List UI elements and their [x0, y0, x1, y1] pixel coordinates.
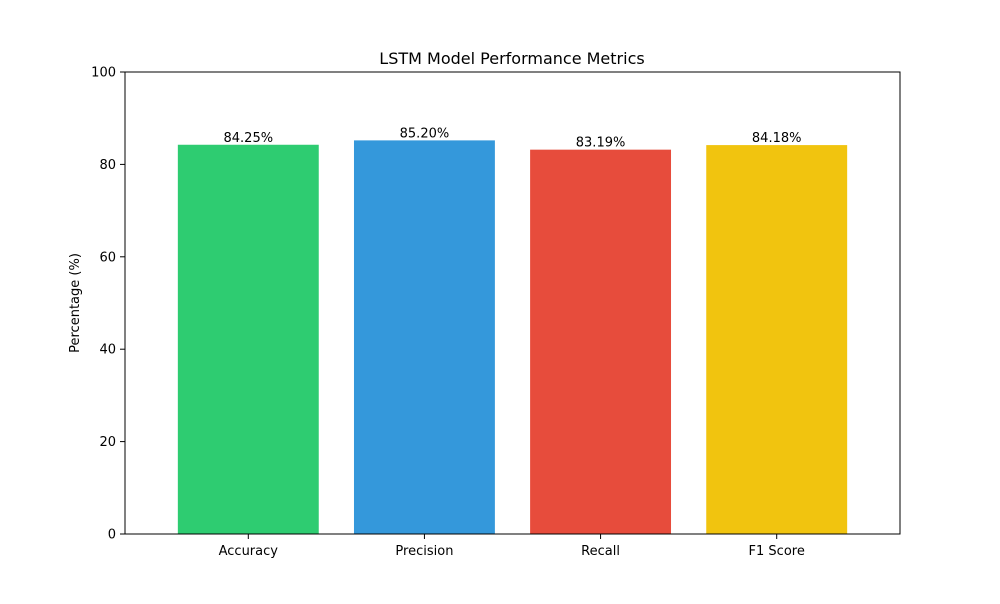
x-tick-label-recall: Recall	[581, 544, 620, 559]
data-label-accuracy: 84.25%	[224, 131, 274, 146]
data-labels-layer: 84.25% 85.20% 83.19% 84.18%	[224, 126, 802, 150]
plot-frame	[124, 71, 901, 535]
data-label-f1-score: 84.18%	[752, 131, 802, 146]
y-axis: 0 20 40 60 80 100	[91, 66, 125, 543]
x-tick-label-precision: Precision	[395, 544, 453, 559]
x-tick-label-accuracy: Accuracy	[219, 544, 279, 559]
bars-layer	[177, 140, 848, 534]
y-tick-label-20: 20	[99, 435, 116, 450]
data-label-recall: 83.19%	[576, 136, 626, 151]
y-axis-label: Percentage (%)	[68, 253, 83, 353]
data-label-precision: 85.20%	[400, 126, 450, 141]
y-tick-label-40: 40	[99, 343, 116, 358]
y-tick-label-80: 80	[99, 158, 116, 173]
bar-f1-score	[706, 145, 848, 534]
chart-title: LSTM Model Performance Metrics	[379, 49, 644, 68]
y-tick-label-100: 100	[91, 66, 116, 81]
y-tick-label-0: 0	[108, 528, 116, 543]
bar-precision	[353, 140, 495, 534]
x-tick-label-f1-score: F1 Score	[749, 544, 805, 559]
bar-recall	[530, 149, 672, 534]
y-tick-label-60: 60	[99, 250, 116, 265]
bar-accuracy	[177, 144, 319, 534]
x-axis: Accuracy Precision Recall F1 Score	[219, 534, 805, 559]
